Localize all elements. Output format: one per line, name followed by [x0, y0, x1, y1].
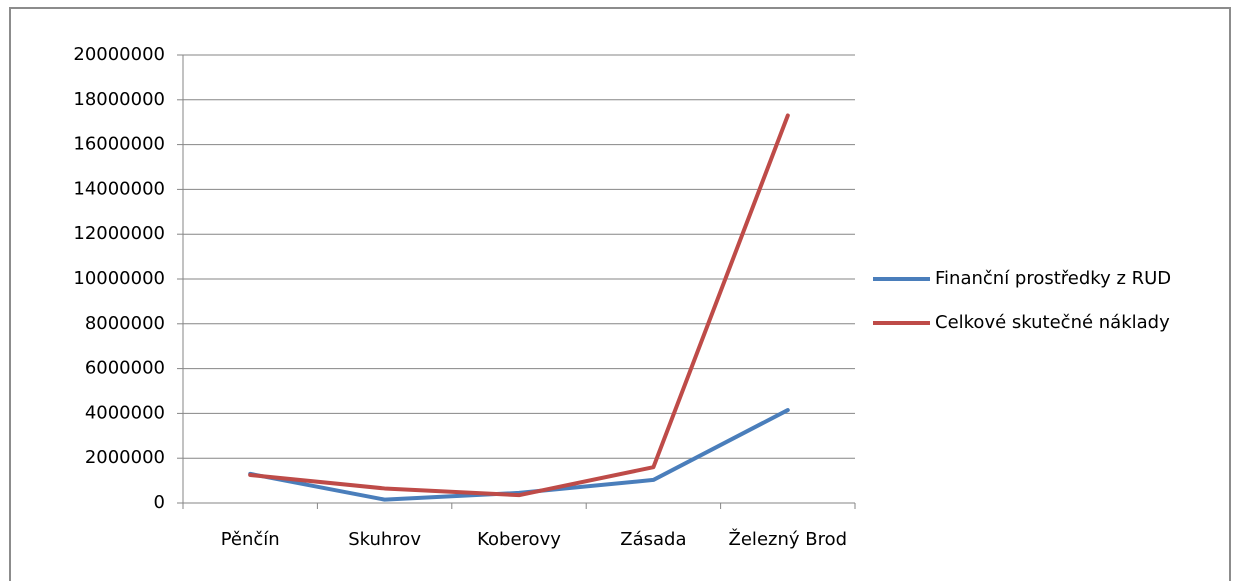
y-tick-label: 12000000 [73, 223, 165, 244]
y-tick-label: 20000000 [73, 44, 165, 65]
y-tick-label: 10000000 [73, 268, 165, 289]
legend-label: Finanční prostředky z RUD [935, 268, 1171, 289]
y-tick-label: 16000000 [73, 134, 165, 155]
y-tick-label: 8000000 [85, 313, 165, 334]
series-line [248, 408, 790, 502]
series-line [248, 113, 790, 498]
x-tick-label: Pěnčín [221, 529, 280, 550]
y-tick-label: 4000000 [85, 402, 165, 423]
legend-label: Celkové skutečné náklady [935, 312, 1170, 333]
x-tick-label: Koberovy [477, 529, 561, 550]
x-tick-label: Skuhrov [348, 529, 421, 550]
x-tick-label: Železný Brod [729, 528, 848, 550]
y-tick-label: 14000000 [73, 178, 165, 199]
y-tick-label: 6000000 [85, 358, 165, 379]
y-tick-label: 18000000 [73, 89, 165, 110]
y-tick-label: 2000000 [85, 447, 165, 468]
chart-frame [9, 7, 1231, 581]
y-tick-label: 0 [154, 492, 165, 513]
x-tick-label: Zásada [620, 529, 686, 550]
